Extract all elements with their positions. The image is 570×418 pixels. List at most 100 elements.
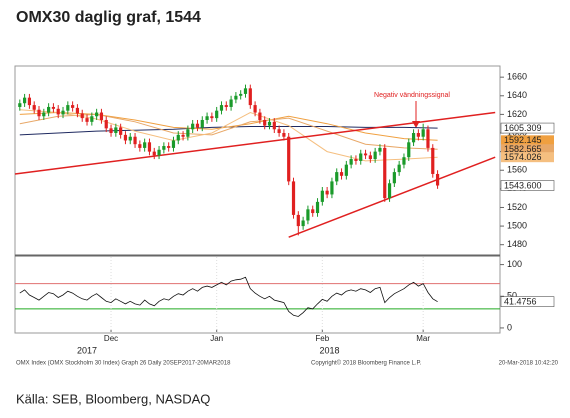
candle-body (200, 119, 204, 128)
candle-body (397, 164, 401, 173)
candle-body (306, 209, 310, 221)
candle-body (239, 93, 243, 96)
last-price-tag: 1543.600 (504, 180, 542, 190)
candle-body (71, 105, 75, 108)
y-tick-label: 1500 (507, 220, 527, 230)
x-tick-label: Feb (315, 334, 329, 343)
rsi-y-tick-label: 0 (507, 322, 512, 332)
candle-body (387, 183, 392, 199)
candle-body (205, 116, 209, 120)
candle-body (90, 116, 94, 122)
moving-average (19, 113, 438, 150)
candle-body (344, 164, 348, 176)
chart-title: OMX30 daglig graf, 1544 (16, 9, 201, 26)
candle-body (282, 133, 286, 137)
y-tick-label: 1560 (507, 165, 527, 175)
candle-body (267, 121, 272, 126)
candle-body (32, 105, 36, 110)
candle-body (181, 134, 185, 137)
candle-body (215, 110, 219, 119)
candle-body (330, 181, 334, 195)
candle-body (224, 105, 228, 107)
year-label: 2017 (77, 345, 97, 355)
moving-average (19, 111, 438, 141)
candle-body (407, 142, 411, 158)
last-value-tag-box (501, 135, 554, 146)
candle-body (176, 134, 180, 141)
candle-body (23, 97, 27, 104)
trendline (14, 111, 496, 175)
rsi-last-tag-box (500, 296, 555, 307)
candle-body (186, 129, 190, 137)
plot-frame (14, 65, 501, 334)
candle-body (37, 109, 41, 117)
candle-body (234, 95, 238, 100)
footer-left: OMX Index (OMX Stockholm 30 Index) Graph… (16, 361, 231, 367)
candle-body (109, 128, 113, 134)
candle-body (167, 146, 171, 148)
year-label: 2018 (320, 345, 340, 355)
candle-body (243, 88, 248, 94)
last-value-tag: 1582.565 (504, 144, 542, 154)
y-tick-label: 1620 (507, 109, 527, 119)
candle-body (138, 144, 142, 148)
candle-body (56, 108, 60, 115)
candle-body (123, 134, 128, 141)
candle-body (315, 201, 320, 214)
candle-body (171, 140, 176, 148)
last-value-tag-box (500, 122, 555, 134)
rsi-y-tick-label: 50 (507, 291, 517, 301)
candle-body (277, 129, 281, 134)
candle-body (354, 159, 358, 161)
candle-body (147, 142, 152, 152)
footer-center: Copyright© 2018 Bloomberg Finance L.P. (311, 360, 422, 367)
source: Källa: SEB, Bloomberg, NASDAQ (16, 391, 210, 406)
annotation: Negativ vändningssignal (374, 92, 450, 99)
trendline (288, 156, 496, 238)
y-tick-label: 1640 (507, 90, 527, 100)
candle-body (416, 133, 420, 137)
candle-body (368, 155, 372, 160)
candle-body (392, 172, 396, 184)
candle-body (210, 116, 214, 119)
rsi-line (19, 276, 438, 317)
candle-body (61, 110, 65, 115)
last-price-tag-box (500, 180, 555, 191)
y-tick-label: 1520 (507, 202, 527, 212)
candle-body (421, 129, 425, 137)
rsi-last-tag: 41.4756 (504, 297, 537, 307)
candle-body (373, 151, 377, 160)
candle-body (378, 147, 382, 152)
candle-body (162, 146, 166, 150)
candle-body (195, 123, 200, 128)
x-tick-label: Mar (416, 334, 430, 343)
candle-body (325, 190, 329, 195)
candle-body (287, 136, 291, 182)
candle-body (296, 214, 300, 227)
candle-body (248, 88, 252, 106)
y-tick-label: 1660 (507, 72, 527, 82)
candle-body (66, 105, 70, 111)
rsi-y-tick-label: 100 (507, 259, 522, 269)
candle-body (27, 97, 32, 106)
candle-body (119, 127, 123, 135)
candle-body (47, 106, 51, 113)
candle-body (431, 147, 435, 174)
candle-body (18, 103, 22, 107)
candle-body (85, 118, 89, 122)
x-tick-label: Jan (210, 334, 223, 343)
candle-body (263, 119, 267, 126)
candle-body (80, 113, 84, 119)
last-value-tag-box (501, 152, 554, 163)
x-tick-label: Dec (104, 334, 118, 343)
candle-body (363, 153, 368, 156)
candle-body (51, 106, 56, 109)
last-value-tag: 1592.145 (504, 135, 542, 145)
candle-body (339, 172, 344, 176)
candle-body (143, 142, 147, 148)
candle-body (114, 127, 118, 134)
candle-body (301, 220, 305, 227)
candle-body (104, 119, 108, 129)
y-tick-label: 1480 (507, 239, 527, 249)
moving-average (19, 109, 438, 162)
